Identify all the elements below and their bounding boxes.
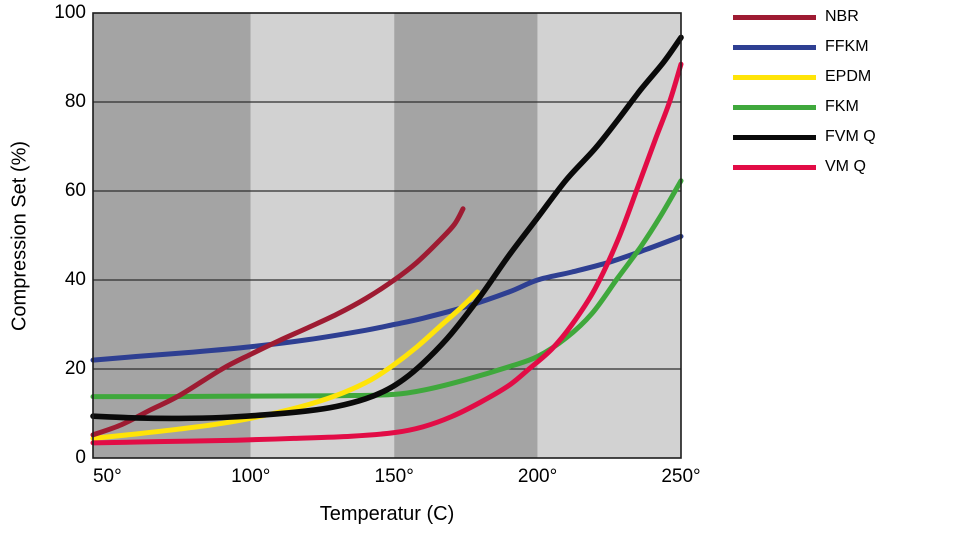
legend-swatch-vm-q bbox=[733, 164, 816, 170]
legend-label-nbr: NBR bbox=[825, 8, 859, 25]
y-tick-label-60: 60 bbox=[64, 180, 86, 201]
series-line-epdm bbox=[90, 289, 480, 441]
legend-swatch-fvm-q bbox=[733, 134, 816, 140]
y-tick-label-80: 80 bbox=[64, 91, 86, 112]
legend-swatch-nbr bbox=[733, 14, 816, 20]
legend-label-ffkm: FFKM bbox=[825, 38, 869, 55]
x-tick-label-200: 200° bbox=[517, 466, 558, 487]
legend-item-nbr: NBR bbox=[733, 2, 876, 32]
y-axis-title: Compression Set (%) bbox=[8, 140, 31, 332]
legend-label-fvm-q: FVM Q bbox=[825, 128, 876, 145]
legend-label-vm-q: VM Q bbox=[825, 158, 866, 175]
plot-band-0 bbox=[93, 13, 251, 458]
series-line-vm-q bbox=[90, 61, 684, 446]
x-tick-label-100: 100° bbox=[231, 466, 271, 487]
legend-item-ffkm: FFKM bbox=[733, 32, 876, 62]
x-tick-label-50: 50° bbox=[92, 466, 122, 487]
x-tick-label-250: 250° bbox=[661, 466, 701, 487]
legend-item-vm-q: VM Q bbox=[733, 152, 876, 182]
series-line-fvm-q bbox=[90, 34, 684, 422]
y-tick-label-40: 40 bbox=[64, 269, 86, 290]
legend-swatch-epdm bbox=[733, 74, 816, 80]
y-tick-label-0: 0 bbox=[75, 447, 86, 468]
legend-swatch-ffkm bbox=[733, 44, 816, 50]
series-line-fkm bbox=[90, 178, 684, 400]
legend-item-fkm: FKM bbox=[733, 92, 876, 122]
y-tick-label-20: 20 bbox=[64, 358, 86, 379]
legend-item-fvm-q: FVM Q bbox=[733, 122, 876, 152]
legend-label-fkm: FKM bbox=[825, 98, 859, 115]
series-line-nbr bbox=[90, 206, 466, 438]
y-tick-label-100: 100 bbox=[54, 2, 86, 23]
legend: NBR FFKM EPDM FKM FVM Q VM Q bbox=[733, 2, 876, 182]
plot-band-3 bbox=[537, 13, 681, 458]
legend-item-epdm: EPDM bbox=[733, 62, 876, 92]
plot-band-1 bbox=[250, 13, 395, 458]
x-tick-label-150: 150° bbox=[374, 466, 414, 487]
plot-border bbox=[92, 12, 682, 459]
legend-swatch-fkm bbox=[733, 104, 816, 110]
legend-label-epdm: EPDM bbox=[825, 68, 872, 85]
series-line-ffkm bbox=[90, 233, 684, 363]
x-axis-title: Temperatur (C) bbox=[319, 503, 455, 525]
